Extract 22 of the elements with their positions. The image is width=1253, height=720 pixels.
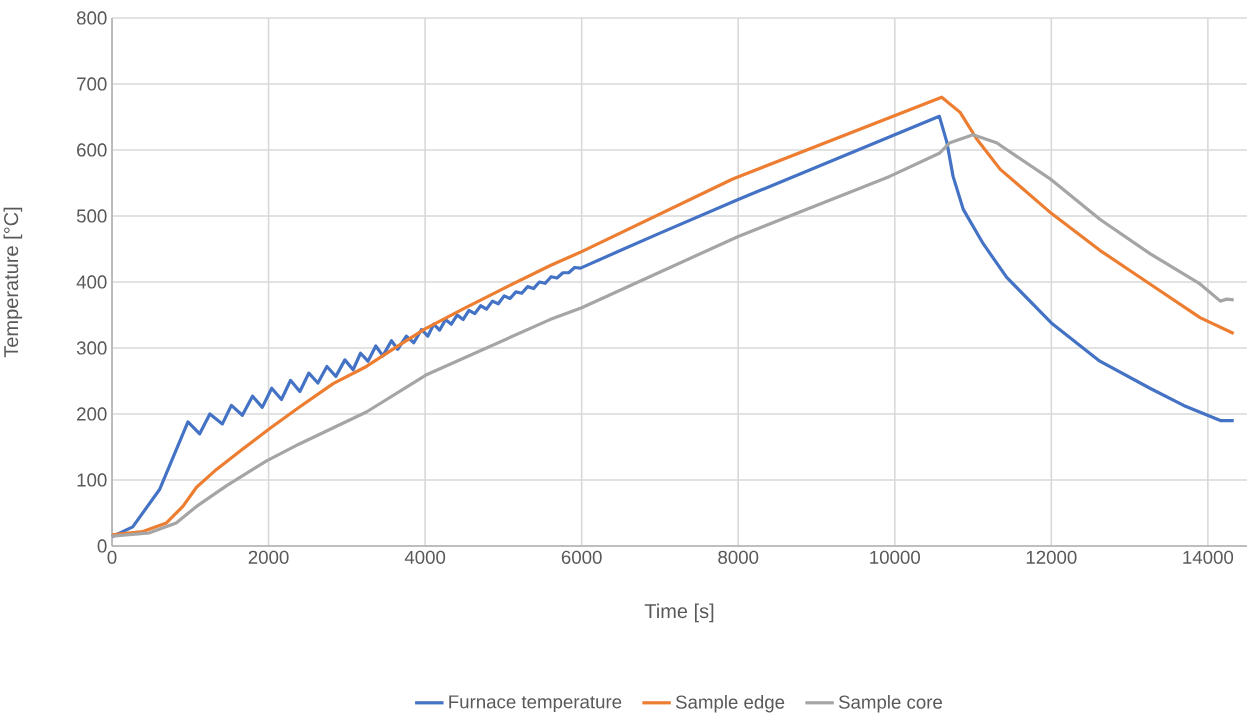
x-axis-title: Time [s]	[644, 603, 714, 623]
y-axis-title: Temperature [°C]	[3, 207, 23, 358]
x-tick-label: 10000	[870, 550, 920, 564]
y-tick-label: 100	[77, 473, 107, 487]
y-tick-label: 300	[76, 341, 107, 355]
y-tick-label: 0	[97, 539, 107, 553]
legend-label: Furnace temperature	[449, 695, 622, 713]
y-tick-label: 700	[77, 77, 107, 91]
y-tick-label: 800	[76, 11, 107, 25]
x-tick-label: 8000	[718, 550, 759, 564]
y-tick-label: 500	[76, 209, 107, 223]
y-tick-label: 400	[76, 275, 107, 289]
y-tick-label: 600	[77, 143, 107, 157]
x-tick-label: 0	[107, 550, 117, 564]
x-tick-label: 14000	[1183, 550, 1234, 564]
x-tick-label: 12000	[1026, 550, 1077, 564]
legend-label: Sample core	[838, 695, 942, 713]
legend-label: Sample edge	[675, 695, 785, 713]
x-tick-label: 4000	[404, 550, 446, 564]
y-tick-label: 200	[77, 407, 107, 421]
x-tick-label: 6000	[561, 550, 602, 564]
x-tick-label: 2000	[248, 550, 289, 564]
